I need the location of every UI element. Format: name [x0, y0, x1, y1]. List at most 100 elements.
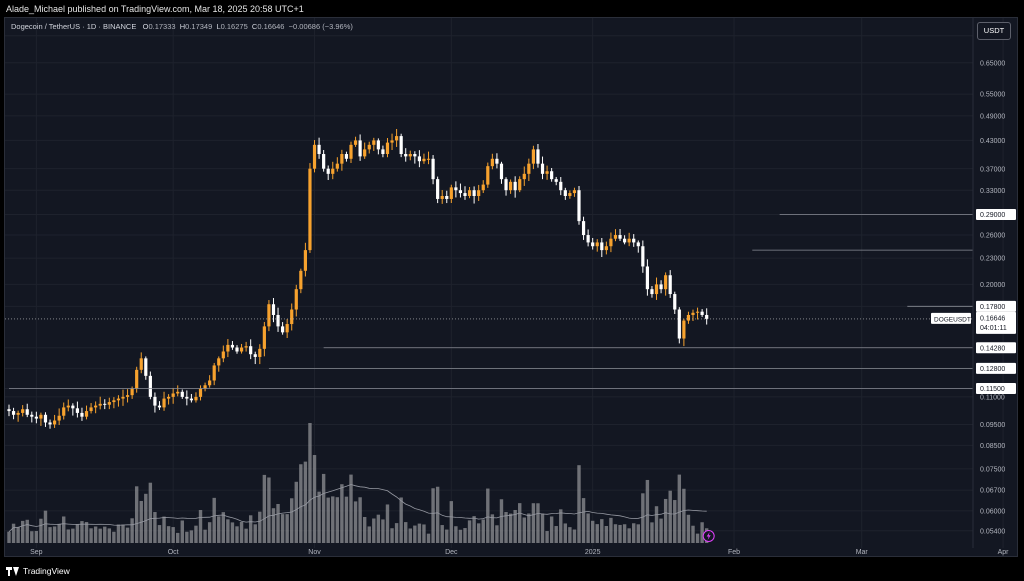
- candle-body[interactable]: [463, 193, 467, 196]
- candle-body[interactable]: [48, 422, 52, 425]
- candle-body[interactable]: [276, 314, 280, 327]
- candle-body[interactable]: [21, 409, 25, 413]
- candle-body[interactable]: [600, 242, 604, 251]
- candle-body[interactable]: [563, 190, 567, 196]
- candle-body[interactable]: [57, 415, 61, 421]
- candle-body[interactable]: [25, 409, 29, 415]
- candle-body[interactable]: [645, 266, 649, 290]
- candle-body[interactable]: [395, 136, 399, 141]
- candle-body[interactable]: [249, 346, 253, 355]
- candle-body[interactable]: [445, 195, 449, 199]
- candle-body[interactable]: [180, 391, 184, 397]
- candle-body[interactable]: [116, 398, 121, 401]
- candle-body[interactable]: [331, 168, 335, 174]
- candle-body[interactable]: [353, 140, 358, 145]
- candle-body[interactable]: [440, 195, 444, 199]
- candle-body[interactable]: [577, 190, 581, 222]
- candle-body[interactable]: [230, 344, 235, 348]
- candle-body[interactable]: [664, 275, 668, 290]
- candle-body[interactable]: [262, 326, 266, 349]
- candle-body[interactable]: [226, 344, 230, 352]
- candle-body[interactable]: [271, 304, 276, 315]
- candle-body[interactable]: [253, 354, 257, 357]
- candle-body[interactable]: [84, 411, 89, 417]
- candle-body[interactable]: [358, 140, 362, 157]
- candle-body[interactable]: [176, 391, 180, 394]
- candle-body[interactable]: [499, 163, 504, 180]
- candle-body[interactable]: [390, 140, 394, 143]
- candle-body[interactable]: [372, 140, 376, 145]
- candle-body[interactable]: [527, 163, 531, 174]
- candle-body[interactable]: [513, 181, 517, 191]
- candle-body[interactable]: [344, 154, 349, 159]
- candle-body[interactable]: [317, 144, 321, 155]
- candle-body[interactable]: [130, 388, 134, 396]
- candle-body[interactable]: [157, 405, 162, 408]
- candle-body[interactable]: [641, 246, 645, 267]
- candle-body[interactable]: [481, 184, 485, 191]
- candle-body[interactable]: [604, 246, 608, 251]
- candle-body[interactable]: [531, 149, 535, 164]
- candle-body[interactable]: [43, 414, 48, 423]
- candle-body[interactable]: [326, 168, 330, 174]
- candle-body[interactable]: [586, 235, 590, 243]
- candle-body[interactable]: [495, 158, 499, 164]
- candle-body[interactable]: [686, 314, 691, 321]
- candle-body[interactable]: [281, 326, 285, 333]
- candle-body[interactable]: [189, 398, 193, 401]
- candle-body[interactable]: [422, 158, 426, 162]
- candle-body[interactable]: [636, 242, 640, 247]
- candle-body[interactable]: [80, 412, 84, 417]
- candle-body[interactable]: [536, 149, 540, 164]
- candle-body[interactable]: [650, 289, 654, 295]
- candle-body[interactable]: [458, 190, 463, 194]
- candle-body[interactable]: [75, 408, 79, 413]
- candle-body[interactable]: [217, 358, 221, 366]
- candle-body[interactable]: [417, 156, 421, 162]
- candle-body[interactable]: [568, 193, 572, 196]
- candle-body[interactable]: [700, 311, 704, 315]
- candle-body[interactable]: [436, 179, 440, 199]
- candle-body[interactable]: [221, 351, 225, 359]
- candle-body[interactable]: [504, 179, 508, 191]
- candle-body[interactable]: [121, 396, 125, 399]
- candle-body[interactable]: [34, 416, 38, 419]
- candle-body[interactable]: [673, 294, 677, 310]
- candle-body[interactable]: [632, 238, 636, 243]
- candle-body[interactable]: [185, 396, 189, 399]
- candle-body[interactable]: [595, 242, 599, 247]
- candle-body[interactable]: [540, 163, 545, 174]
- candle-body[interactable]: [212, 365, 216, 381]
- candle-body[interactable]: [103, 403, 107, 405]
- candle-body[interactable]: [609, 238, 613, 247]
- candle-body[interactable]: [139, 358, 143, 370]
- candle-body[interactable]: [363, 149, 367, 157]
- candle-body[interactable]: [335, 163, 339, 169]
- candle-body[interactable]: [399, 136, 403, 155]
- candle-body[interactable]: [198, 388, 203, 397]
- candle-body[interactable]: [454, 187, 458, 191]
- candle-body[interactable]: [522, 173, 526, 180]
- candle-body[interactable]: [7, 409, 11, 412]
- candle-body[interactable]: [682, 320, 686, 339]
- candle-body[interactable]: [71, 405, 75, 409]
- candle-body[interactable]: [623, 238, 627, 243]
- candle-body[interactable]: [490, 158, 494, 167]
- candle-body[interactable]: [449, 187, 453, 199]
- candle-body[interactable]: [144, 358, 148, 376]
- candle-body[interactable]: [408, 154, 412, 157]
- candle-body[interactable]: [203, 385, 207, 389]
- candle-body[interactable]: [618, 235, 622, 239]
- candle-body[interactable]: [467, 190, 472, 196]
- candle-body[interactable]: [367, 144, 371, 150]
- candle-body[interactable]: [285, 324, 289, 333]
- candle-body[interactable]: [66, 405, 70, 408]
- candle-body[interactable]: [613, 235, 618, 239]
- candle-body[interactable]: [668, 275, 672, 295]
- candle-body[interactable]: [30, 414, 34, 417]
- candlestick-chart[interactable]: 0.750000.650000.550000.490000.430000.370…: [5, 18, 1018, 557]
- candle-body[interactable]: [554, 179, 558, 182]
- candle-body[interactable]: [322, 154, 326, 169]
- candle-body[interactable]: [303, 250, 307, 271]
- candle-body[interactable]: [244, 346, 248, 348]
